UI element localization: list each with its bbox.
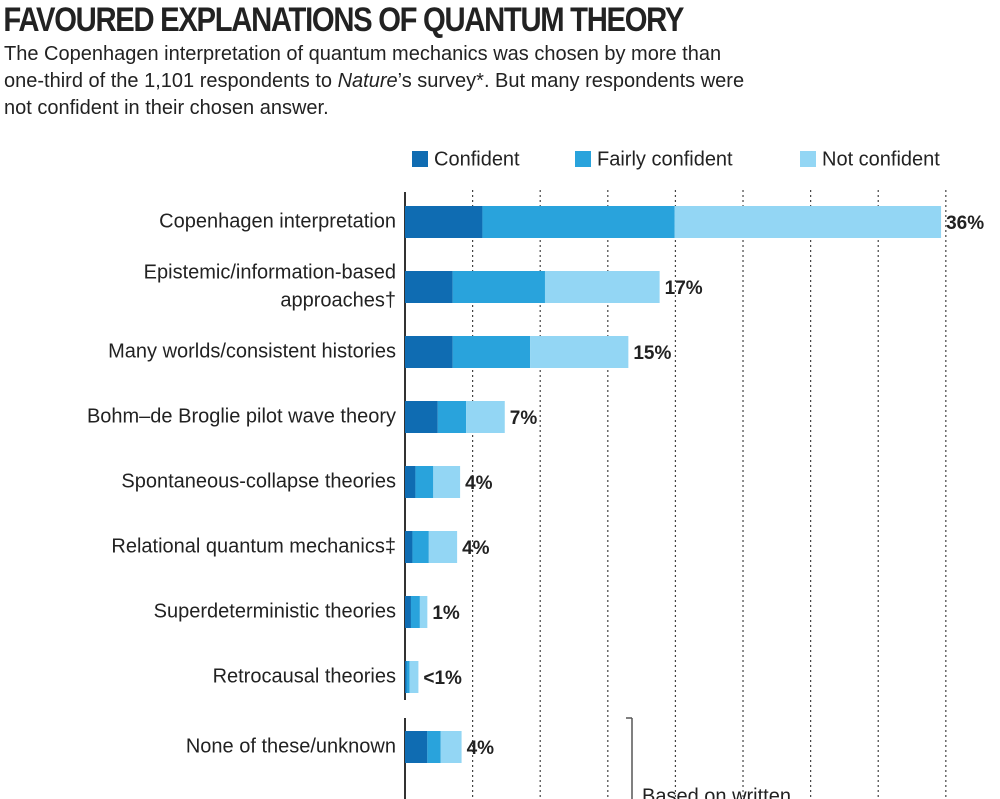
- bar-segment: [433, 466, 461, 498]
- legend-label: Fairly confident: [597, 148, 733, 170]
- total-label: <1%: [423, 668, 462, 689]
- bar-segment: [405, 401, 438, 433]
- legend-label: Not confident: [822, 148, 940, 170]
- category-label: Relational quantum mechanics‡: [111, 535, 396, 557]
- bar-segment: [405, 731, 428, 763]
- bar-segment: [409, 661, 419, 693]
- annotation: Based on written: [642, 785, 791, 799]
- bar-segment: [482, 206, 675, 238]
- bar-segment: [405, 596, 411, 628]
- subtitle-line: one-third of the 1,101 respondents to Na…: [4, 70, 744, 92]
- legend-swatch: [575, 151, 591, 167]
- category-label: Retrocausal theories: [213, 665, 396, 687]
- subtitle-part: The Copenhagen interpretation of quantum…: [4, 43, 721, 65]
- subtitle: The Copenhagen interpretation of quantum…: [4, 43, 744, 119]
- legend-swatch: [412, 151, 428, 167]
- bar-segment: [452, 271, 545, 303]
- bar-segment: [428, 531, 458, 563]
- total-label: 15%: [633, 343, 671, 364]
- bar-segment: [466, 401, 505, 433]
- subtitle-part: Nature: [338, 70, 398, 92]
- bar-segment: [544, 271, 660, 303]
- bar-segment: [410, 596, 420, 628]
- subtitle-line: not confident in their chosen answer.: [4, 97, 329, 119]
- bar-segment: [405, 661, 407, 693]
- bar-segment: [406, 661, 410, 693]
- total-label: 17%: [665, 278, 703, 299]
- category-label: Epistemic/information-based: [144, 261, 396, 283]
- subtitle-part: not confident in their chosen answer.: [4, 97, 329, 119]
- category-label: Bohm–de Broglie pilot wave theory: [87, 405, 396, 427]
- bar-segment: [405, 466, 416, 498]
- total-label: 1%: [432, 603, 460, 624]
- chart-title: FAVOURED EXPLANATIONS OF QUANTUM THEORY: [3, 0, 684, 38]
- bar-segment: [440, 731, 462, 763]
- bar-segment: [419, 596, 428, 628]
- bar-segment: [405, 206, 483, 238]
- category-label: Superdeterministic theories: [154, 600, 396, 622]
- bar-segment: [405, 336, 453, 368]
- total-label: 4%: [462, 538, 490, 559]
- category-label: Copenhagen interpretation: [159, 210, 396, 232]
- total-label: 4%: [467, 738, 495, 759]
- legend-swatch: [800, 151, 816, 167]
- subtitle-part: ’s survey*. But many respondents were: [398, 70, 744, 92]
- bar-segment: [405, 531, 413, 563]
- category-label: Spontaneous-collapse theories: [121, 470, 396, 492]
- total-label: 36%: [946, 213, 984, 234]
- subtitle-line: The Copenhagen interpretation of quantum…: [4, 43, 721, 65]
- category-label: None of these/unknown: [186, 735, 396, 757]
- subtitle-part: one-third of the 1,101 respondents to: [4, 70, 338, 92]
- bar-segment: [452, 336, 531, 368]
- legend-label: Confident: [434, 148, 520, 170]
- bar-segment: [415, 466, 434, 498]
- bar-segment: [412, 531, 429, 563]
- category-label: approaches†: [280, 289, 396, 311]
- category-label: Many worlds/consistent histories: [108, 340, 396, 362]
- total-label: 7%: [510, 408, 538, 429]
- bar-segment: [427, 731, 441, 763]
- bar-segment: [405, 271, 453, 303]
- total-label: 4%: [465, 473, 493, 494]
- bar-segment: [674, 206, 942, 238]
- bar-segment: [437, 401, 467, 433]
- bar-segment: [530, 336, 629, 368]
